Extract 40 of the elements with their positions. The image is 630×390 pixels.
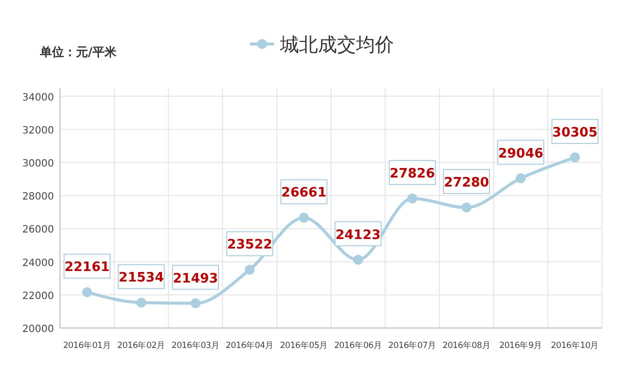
x-tick-label: 2016年02月 <box>117 340 166 351</box>
text: 单位：元/平米 <box>39 45 118 59</box>
x-tick-label: 2016年03月 <box>171 340 220 351</box>
point <box>190 298 200 308</box>
data-label: 22161 <box>64 260 110 276</box>
point <box>516 173 526 184</box>
point <box>407 193 418 204</box>
data-label: 29046 <box>498 146 544 162</box>
y-tick-label: 34000 <box>22 92 54 104</box>
point <box>353 254 364 265</box>
data-label: 27826 <box>390 166 435 182</box>
y-tick-label: 28000 <box>22 192 54 203</box>
point <box>570 152 580 162</box>
y-tick-label: 24000 <box>22 258 54 269</box>
x-tick-label: 2016年04月 <box>226 340 274 351</box>
point <box>136 298 146 308</box>
data-label: 26661 <box>281 186 327 201</box>
y-tick-label: 32000 <box>22 125 54 136</box>
x-tick-label: 2016年06月 <box>334 340 382 351</box>
x-tick-label: 2016年07月 <box>388 340 436 351</box>
data-label: 27280 <box>444 176 490 191</box>
x-tick-label: 2016年01月 <box>63 340 112 351</box>
data-label: 21493 <box>172 271 218 286</box>
x-tick-label: 2016年05月 <box>280 340 328 351</box>
legend-label: 城北成交均价 <box>279 34 394 56</box>
x-tick-label: 2016年10月 <box>550 340 599 351</box>
data-label: 21534 <box>118 270 164 286</box>
data-label: 23522 <box>227 238 272 253</box>
point <box>462 202 472 213</box>
y-tick-label: 30000 <box>22 158 54 170</box>
y-tick-label: 26000 <box>22 224 54 236</box>
point <box>82 287 92 298</box>
data-label: 24123 <box>335 228 381 243</box>
point <box>244 264 255 275</box>
x-tick-label: 2016年08月 <box>442 340 491 351</box>
x-tick-label: 2016年9月 <box>499 340 542 351</box>
y-tick-label: 22000 <box>22 290 54 302</box>
point <box>298 212 309 223</box>
y-tick-label: 20000 <box>22 324 54 335</box>
data-label: 30305 <box>552 125 598 140</box>
